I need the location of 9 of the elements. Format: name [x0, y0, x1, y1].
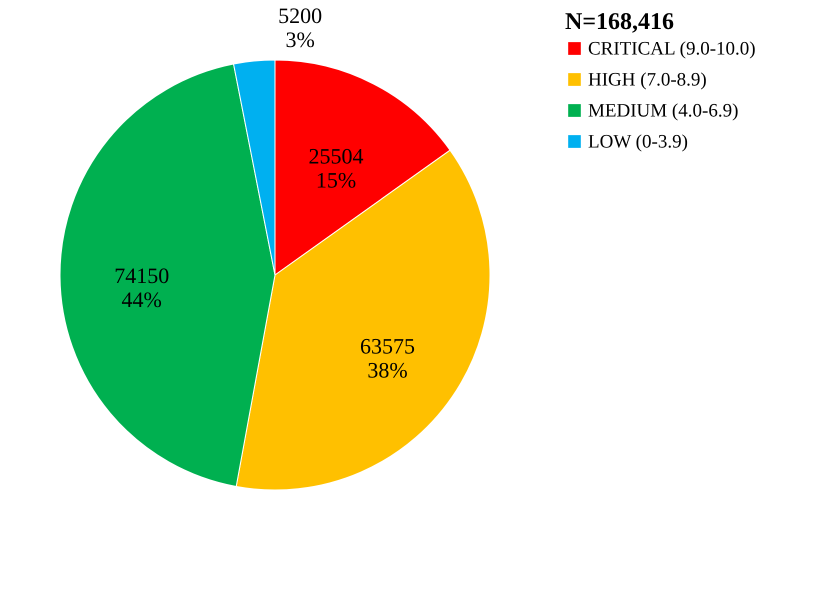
- legend-title: N=168,416: [565, 9, 674, 35]
- legend-label: HIGH (7.0-8.9): [588, 70, 707, 90]
- data-label: 25504 15%: [308, 144, 364, 192]
- data-label: 5200 3%: [278, 3, 322, 52]
- legend-label: CRITICAL (9.0-10.0): [588, 38, 756, 60]
- legend-label: LOW (0-3.9): [588, 132, 688, 152]
- data-label: 74150 44%: [114, 262, 170, 312]
- legend-label: MEDIUM (4.0-6.9): [588, 100, 738, 122]
- data-label: 63575 38%: [360, 334, 415, 383]
